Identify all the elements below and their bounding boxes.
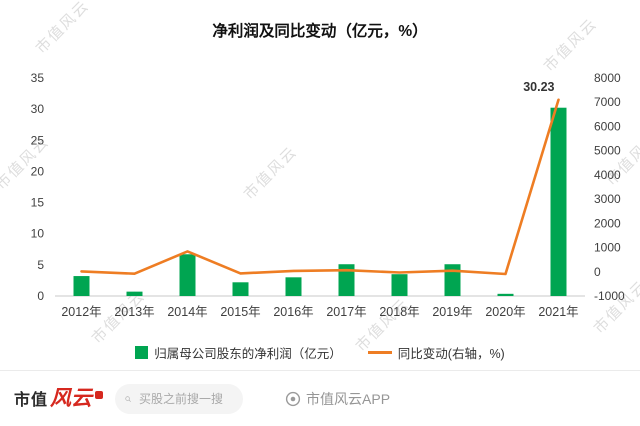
bar <box>497 293 514 296</box>
right-axis-tick: 4000 <box>594 168 621 182</box>
yoy-line <box>80 98 560 276</box>
logo-text-shizhi: 市值 <box>14 392 49 409</box>
left-axis-tick: 35 <box>31 71 45 85</box>
bar-value-label: 30.23 <box>523 80 554 94</box>
bar <box>338 264 355 296</box>
legend-item-yoy-change: 同比变动(右轴，%) <box>367 343 505 362</box>
footer-bar: 市值 风云 市值风云APP <box>0 370 640 426</box>
bar <box>550 107 567 296</box>
x-axis-label: 2017年 <box>326 305 366 319</box>
right-axis-tick: 3000 <box>594 192 621 206</box>
legend-line-swatch <box>367 351 392 354</box>
bar <box>444 264 461 296</box>
bar-series <box>73 107 567 296</box>
right-axis-tick: 7000 <box>594 95 621 109</box>
site-logo: 市值 风云 <box>14 386 104 410</box>
chart-section: 市值风云 市值风云 市值风云 市值风云 市值风云 市值风云 市值风云 市值风云 净利润及同比变… <box>0 0 640 362</box>
chart-legend: 归属母公司股东的净利润（亿元） 同比变动(右轴，%) <box>0 343 640 362</box>
right-axis-tick: 5000 <box>594 144 621 158</box>
legend-item-net-profit: 归属母公司股东的净利润（亿元） <box>135 343 342 362</box>
x-axis-label: 2021年 <box>538 305 578 319</box>
chart-title: 净利润及同比变动（亿元，%） <box>212 21 427 40</box>
app-brand-text: 市值风云APP <box>306 390 391 407</box>
x-axis-label: 2019年 <box>432 305 472 319</box>
x-axis-label: 2013年 <box>114 305 154 319</box>
x-axis-label: 2016年 <box>273 305 313 319</box>
x-axis-label: 2012年 <box>61 305 101 319</box>
line-series <box>80 98 560 276</box>
x-axis-label: 2018年 <box>379 305 419 319</box>
right-axis-tick: 1000 <box>594 241 621 255</box>
bar <box>126 291 143 296</box>
left-axis-tick: 25 <box>31 133 45 147</box>
left-axis-tick: 15 <box>31 196 45 210</box>
search-bar[interactable] <box>115 383 244 414</box>
logo-seal-icon <box>95 391 104 399</box>
x-axis-label: 2015年 <box>220 305 260 319</box>
search-icon <box>125 395 131 402</box>
left-axis-tick: 20 <box>31 164 45 178</box>
right-axis-tick: 8000 <box>594 71 621 85</box>
net-profit-chart: 净利润及同比变动（亿元，%） 0 5 10 15 20 25 30 35 -1000 0 1000 2… <box>31 21 625 319</box>
right-axis-tick: -1000 <box>594 289 625 303</box>
bar <box>285 277 302 296</box>
chart-axes: 0 5 10 15 20 25 30 35 -1000 0 1000 2000 3000 4000 5000… <box>31 71 625 319</box>
search-input[interactable] <box>137 390 234 407</box>
bar <box>179 254 196 296</box>
x-axis-label: 2014年 <box>167 305 207 319</box>
legend-bar-swatch <box>135 346 149 359</box>
app-logo-icon <box>285 391 301 406</box>
left-axis-tick: 30 <box>31 102 45 116</box>
app-brand: 市值风云APP <box>285 389 390 409</box>
right-axis-tick: 2000 <box>594 216 621 230</box>
bar <box>232 282 249 296</box>
legend-bar-label: 归属母公司股东的净利润（亿元） <box>154 347 342 361</box>
legend-line-label: 同比变动(右轴，%) <box>397 347 505 361</box>
left-axis-tick: 0 <box>37 289 44 303</box>
x-axis-label: 2020年 <box>485 305 525 319</box>
data-labels: 30.23 <box>523 80 554 94</box>
left-axis-tick: 5 <box>37 258 44 272</box>
bar <box>73 276 90 296</box>
right-axis-tick: 6000 <box>594 119 621 133</box>
right-axis-tick: 0 <box>594 265 601 279</box>
bar <box>391 274 408 296</box>
logo-text-fengyun: 风云 <box>50 386 93 410</box>
left-axis-tick: 10 <box>31 227 45 241</box>
